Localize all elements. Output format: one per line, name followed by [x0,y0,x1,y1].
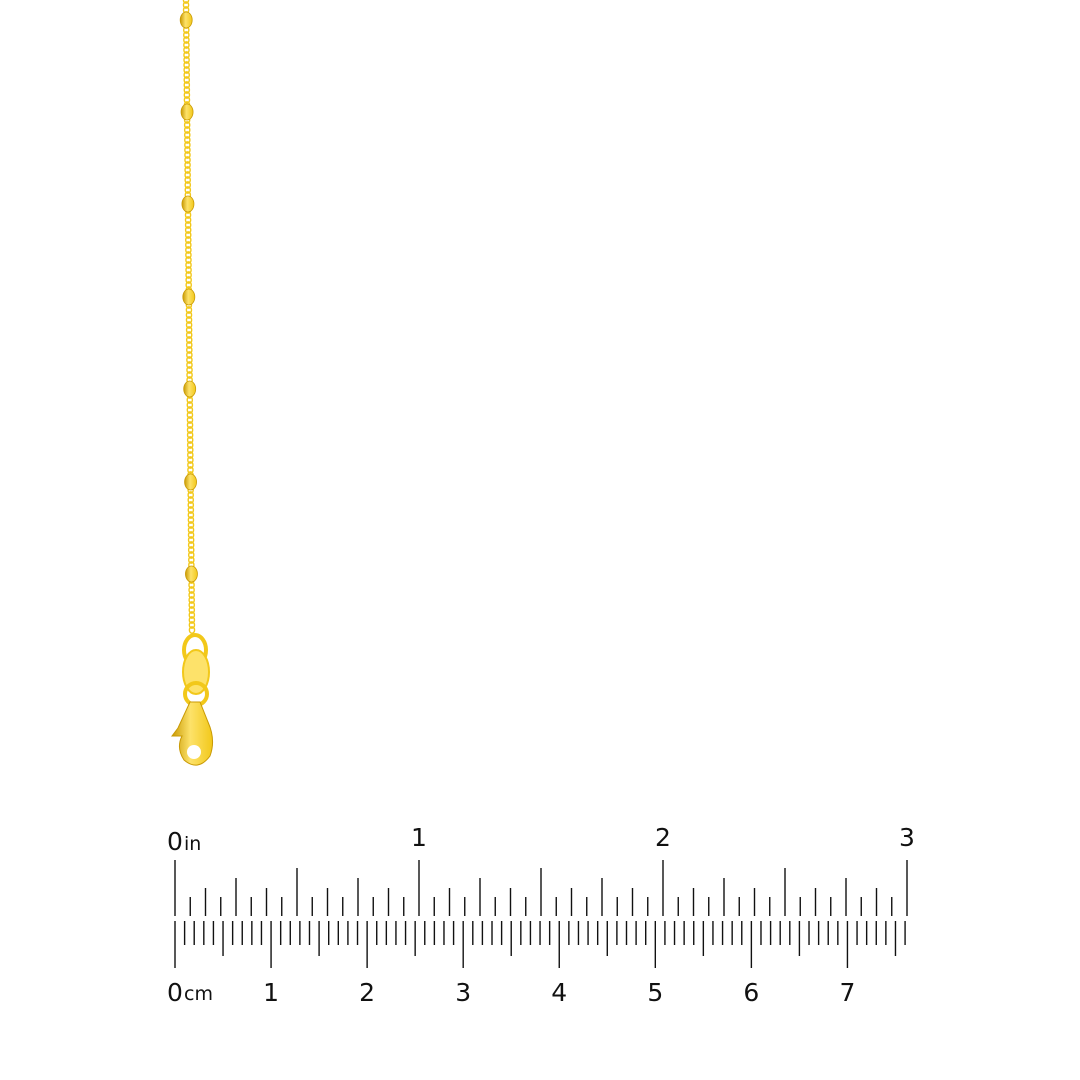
cm-unit: cm [184,983,213,1005]
inch-label-1: 1 [411,823,427,852]
bead [179,11,193,29]
inch-unit: in [184,833,201,855]
cm-label-3: 3 [455,978,471,1007]
cm-label-0: 0 [167,978,183,1007]
cm-label-2: 2 [359,978,375,1007]
cm-label-6: 6 [743,978,759,1007]
cm-label-5: 5 [647,978,663,1007]
inch-label-2: 2 [655,823,671,852]
bead [185,565,198,583]
chain-links [179,0,198,634]
bead [184,473,197,491]
cm-label-7: 7 [839,978,855,1007]
cm-label-1: 1 [263,978,279,1007]
inch-label-0: 0 [167,827,183,856]
inch-label-3: 3 [899,823,915,852]
gold-chain-image [171,0,214,766]
bead [182,288,196,306]
bead [180,103,194,121]
bead [183,380,197,398]
cm-label-4: 4 [551,978,567,1007]
lobster-clasp [171,633,214,766]
bead [181,195,195,213]
